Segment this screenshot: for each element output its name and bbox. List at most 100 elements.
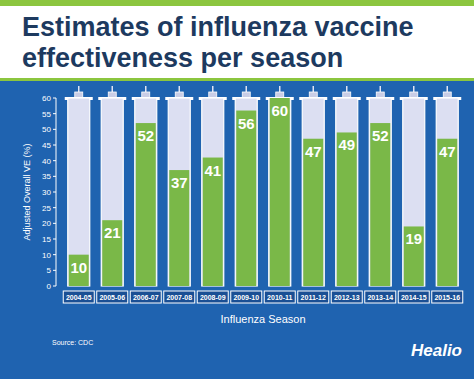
data-label: 41 [204,162,221,179]
category-box [432,291,463,303]
syringes [65,86,462,286]
data-label: 49 [338,136,355,153]
syringe-tube [302,98,324,286]
bar [404,226,424,286]
x-tick-label: 2010-11 [267,294,292,301]
y-tick [53,98,56,99]
x-tick-label: 2012-13 [334,294,360,301]
syringe-tube [202,98,224,286]
category-box [130,291,161,303]
x-tick-label: 2005-06 [99,294,125,301]
y-tick-label: 10 [42,251,51,260]
title-line: Estimates of influenza vaccine [22,12,414,42]
bar [337,132,357,286]
syringe-tube [235,98,257,286]
syringe-tube [135,98,157,286]
category-box [398,291,429,303]
source: Source: CDC [52,339,93,346]
y-tick-label: 30 [42,188,51,197]
y-tick [53,270,56,271]
bar [370,123,390,286]
bar [270,98,290,286]
category-box [197,291,228,303]
bar [136,123,156,286]
syringe-tube [369,98,391,286]
y-tick [53,239,56,240]
x-axis-label: Influenza Season [220,313,305,325]
x-tick-label: 2007-08 [166,294,192,301]
syringe-tube [336,98,358,286]
data-label: 10 [70,259,87,276]
bar [236,111,256,286]
title: Estimates of influenza vaccineeffectiven… [22,12,414,73]
bar [437,139,457,286]
y-tick [53,129,56,130]
x-tick-label: 2006-07 [133,294,159,301]
x-tick-label: 2011-12 [301,294,326,301]
y-tick-label: 25 [42,204,51,213]
y-tick [53,254,56,255]
y-tick-label: 50 [42,125,51,134]
x-tick-label: 2009-10 [233,294,259,301]
y-tick [53,223,56,224]
y-tick [53,113,56,114]
bar [303,139,323,286]
category-box [264,291,295,303]
y-tick [53,286,56,287]
data-label: 21 [104,224,121,241]
brand-logo: Healio [411,341,462,360]
x-tick-label: 2004-05 [66,294,92,301]
bars [69,98,458,286]
syringe-tube [269,98,291,286]
x-tick-label: 2014-15 [401,294,427,301]
x-tick-label: 2013-14 [367,294,393,301]
data-label: 52 [137,127,154,144]
y-tick [53,145,56,146]
bar [169,170,189,286]
bar [102,220,122,286]
x-tick-label: 2008-09 [200,294,226,301]
category-box [97,291,128,303]
y-tick-label: 15 [42,235,51,244]
syringe-tube [101,98,123,286]
background [0,0,474,379]
y-tick [53,192,56,193]
syringe-tube [436,98,458,286]
top-band [0,0,474,6]
data-label: 60 [271,102,288,119]
y-tick-label: 55 [42,110,51,119]
y-axis-label: Adjusted Overall VE (%) [22,143,32,240]
y-tick-label: 0 [47,282,52,291]
title-line: effectiveness per season [22,43,343,73]
data-label: 56 [238,115,255,132]
y-tick-label: 20 [42,219,51,228]
y-tick-label: 60 [42,94,51,103]
syringe-tube [68,98,90,286]
x-tick-label: 2015-16 [434,294,460,301]
syringe-tube [403,98,425,286]
data-label: 52 [372,127,389,144]
y-tick-label: 45 [42,141,51,150]
data-label: 47 [305,143,322,160]
panel-border [0,78,474,81]
data-label: 47 [439,143,456,160]
y-tick [53,207,56,208]
panel [0,80,474,379]
chart: Estimates of influenza vaccineeffectiven… [0,0,474,379]
data-label: 37 [171,174,188,191]
y-tick-label: 40 [42,157,51,166]
syringe-tube [168,98,190,286]
y-tick-label: 5 [47,266,52,275]
category-box [231,291,262,303]
y-tick [53,160,56,161]
category-box [365,291,396,303]
data-label: 19 [405,230,422,247]
category-box [331,291,362,303]
bar [69,255,89,286]
category-box [298,291,329,303]
category-box [164,291,195,303]
category-box [63,291,94,303]
bar [203,158,223,286]
y-tick-label: 35 [42,172,51,181]
y-tick [53,176,56,177]
